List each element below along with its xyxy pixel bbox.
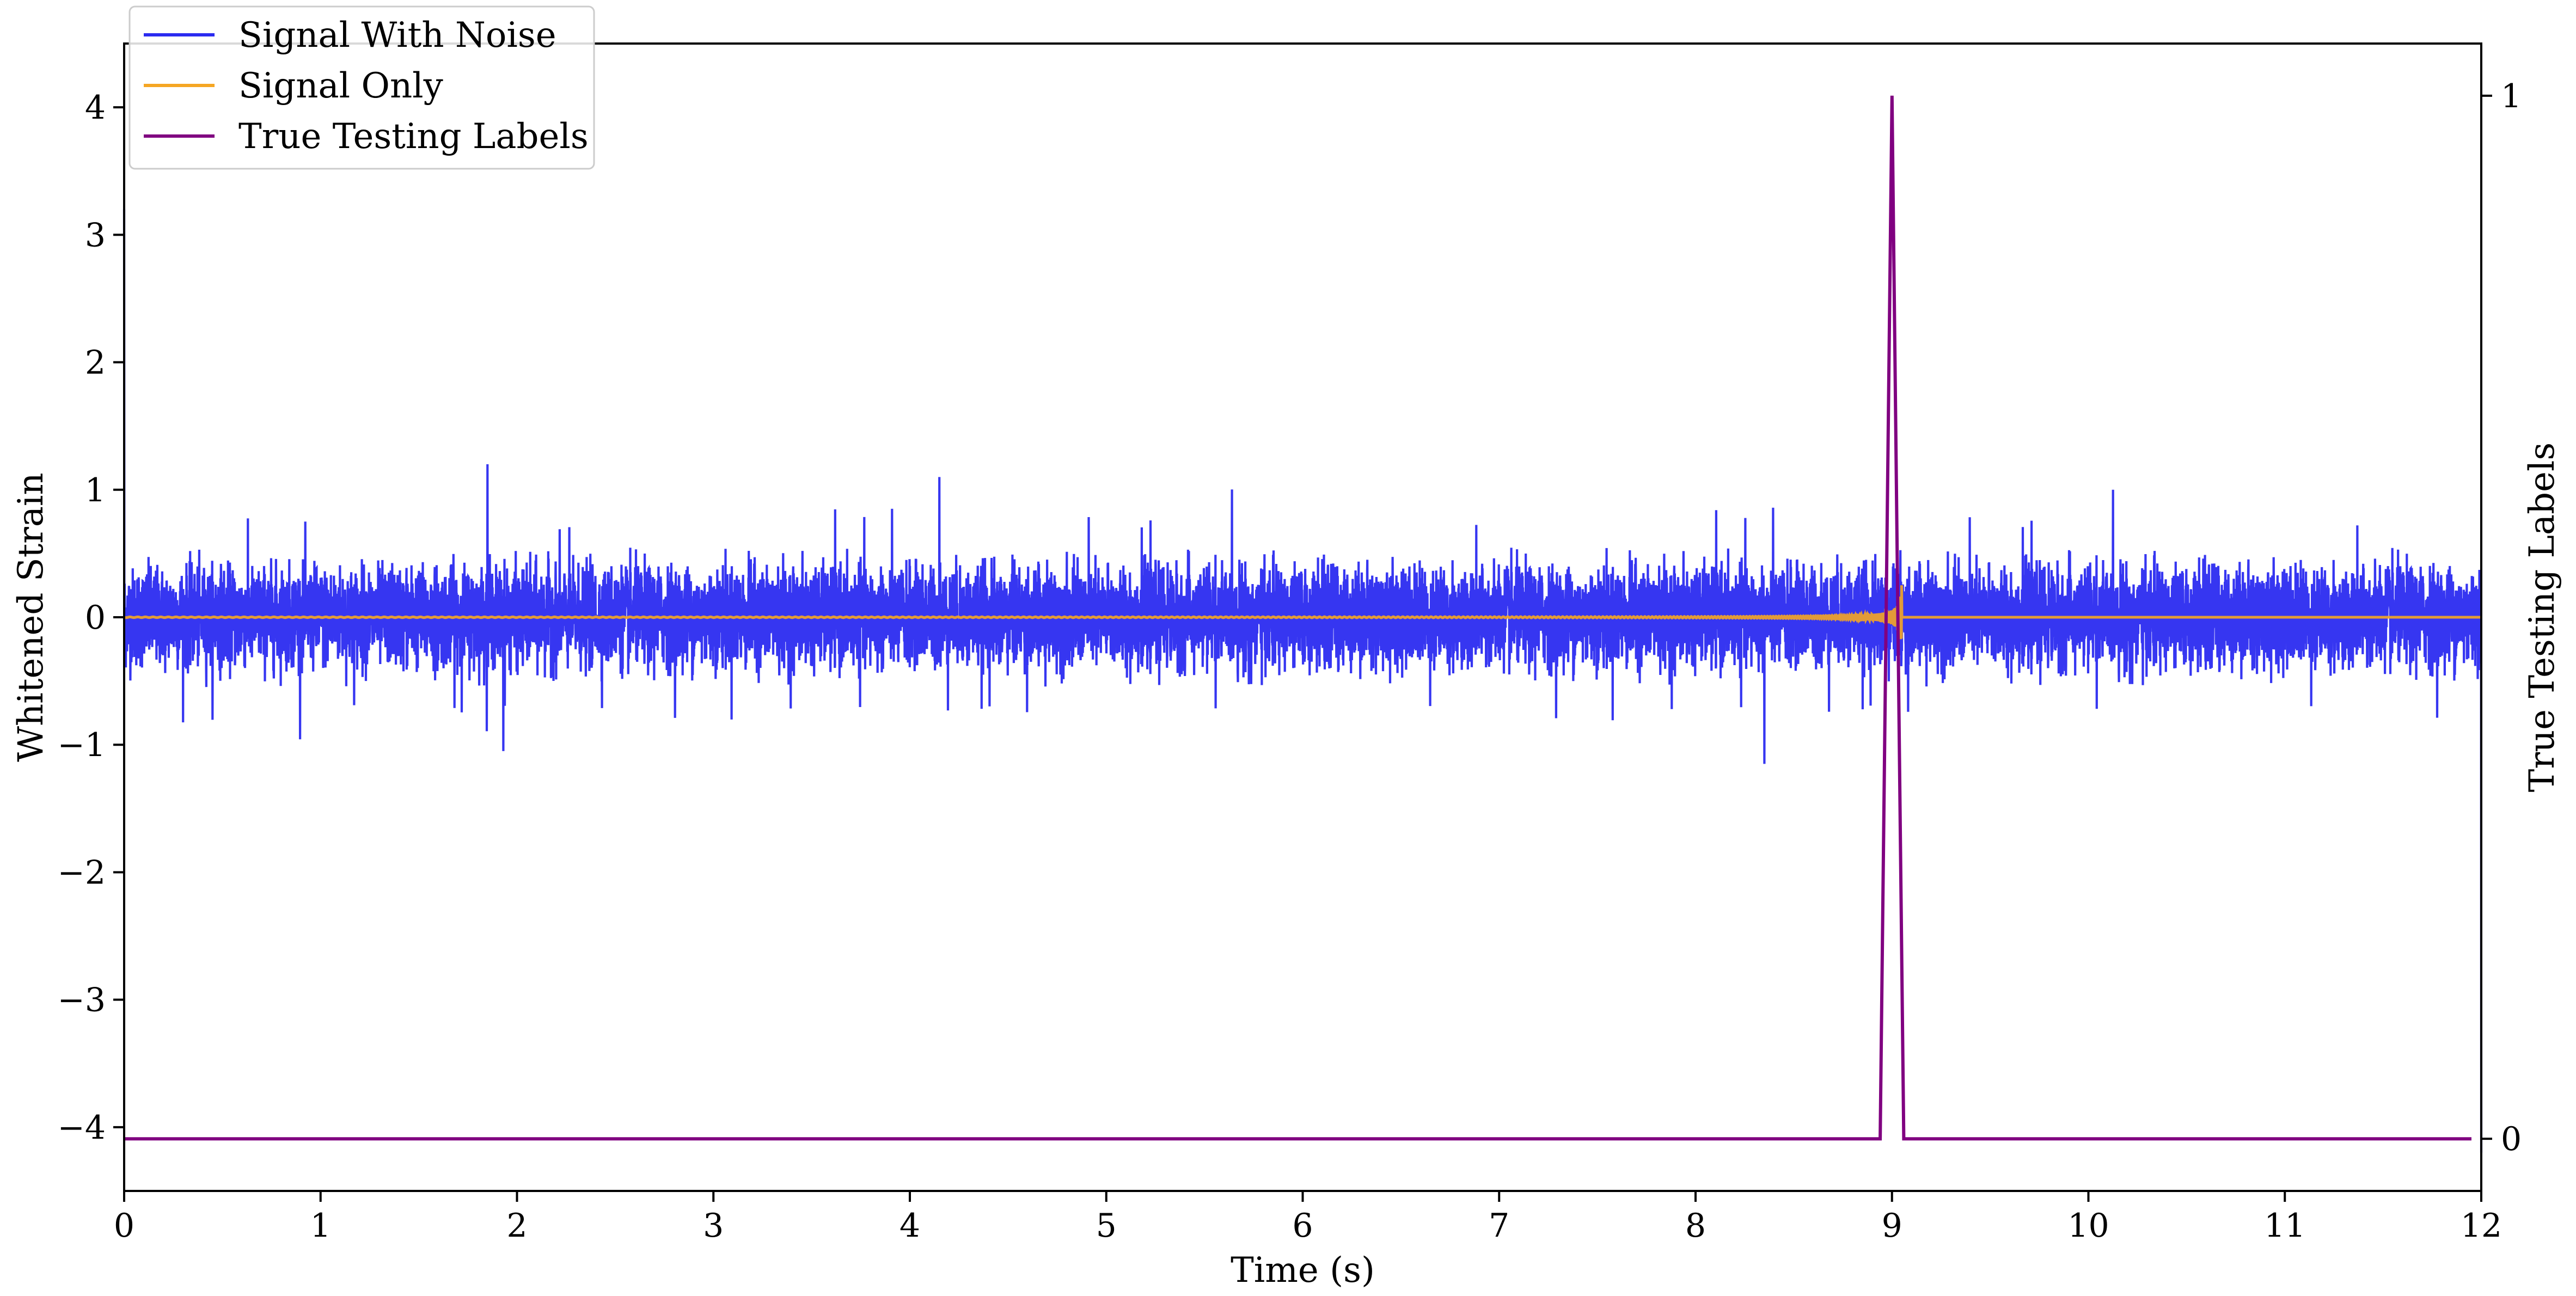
legend-label: True Testing Labels xyxy=(238,116,589,157)
y-tick-label: −3 xyxy=(58,981,106,1019)
series-signal-with-noise xyxy=(123,209,2483,1153)
legend-label: Signal Only xyxy=(238,66,443,106)
y2-axis-label: True Testing Labels xyxy=(2522,443,2562,793)
legend: Signal With Noise Signal Only True Testing… xyxy=(129,5,595,170)
x-tick-label: 3 xyxy=(703,1207,724,1245)
x-tick-label: 12 xyxy=(2461,1207,2502,1245)
y2-tick-label: 1 xyxy=(2501,77,2522,115)
series-signal-only xyxy=(124,585,2481,640)
x-tick-label: 0 xyxy=(114,1207,134,1245)
x-tick-label: 1 xyxy=(310,1207,331,1245)
x-axis-label: Time (s) xyxy=(1231,1250,1375,1291)
y2-tick-label: 0 xyxy=(2501,1120,2522,1158)
series-true-testing-labels xyxy=(124,95,2471,1141)
y-axis-label: Whitened Strain xyxy=(11,472,51,761)
x-tick-label: 6 xyxy=(1292,1207,1313,1245)
x-tick-label: 11 xyxy=(2264,1207,2305,1245)
y-tick-label: 4 xyxy=(85,89,106,127)
x-tick-label: 9 xyxy=(1882,1207,1902,1245)
x-tick-label: 7 xyxy=(1489,1207,1509,1245)
y-tick-label: −2 xyxy=(58,853,106,892)
x-tick-label: 5 xyxy=(1096,1207,1117,1245)
plot-lines xyxy=(123,95,2483,1153)
y-tick-label: 2 xyxy=(85,344,106,382)
y-tick-label: −1 xyxy=(58,726,106,764)
y-tick-label: 1 xyxy=(85,471,106,509)
x-tick-label: 2 xyxy=(506,1207,527,1245)
y-tick-label: 3 xyxy=(85,216,106,254)
y-tick-label: −4 xyxy=(58,1109,106,1147)
x-tick-label: 8 xyxy=(1685,1207,1706,1245)
x-tick-label: 10 xyxy=(2067,1207,2109,1245)
x-tick-label: 4 xyxy=(900,1207,920,1245)
legend-box xyxy=(129,5,595,170)
y-tick-label: 0 xyxy=(85,599,106,637)
legend-label: Signal With Noise xyxy=(238,15,556,56)
